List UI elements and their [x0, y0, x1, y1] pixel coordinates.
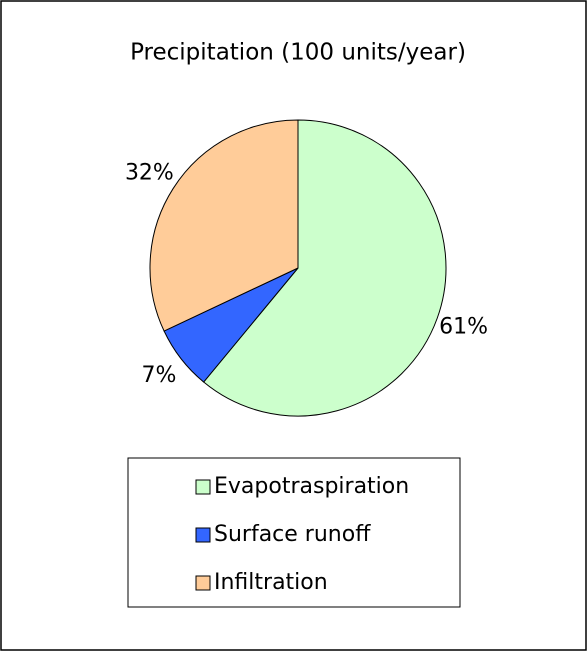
legend-box — [127, 457, 461, 608]
legend-swatch — [195, 575, 211, 591]
legend-swatch — [195, 479, 211, 495]
legend-swatch — [195, 527, 211, 543]
pie-slice — [149, 119, 299, 332]
data-label: 32% — [125, 161, 174, 186]
pie-slice — [202, 119, 447, 417]
data-label: 61% — [439, 315, 488, 340]
data-label: 7% — [141, 363, 176, 388]
legend-label: Evapotraspiration — [214, 474, 409, 499]
chart-title: Precipitation (100 units/year) — [130, 40, 466, 66]
legend-label: Infiltration — [214, 570, 328, 595]
legend-label: Surface runoff — [214, 522, 371, 547]
